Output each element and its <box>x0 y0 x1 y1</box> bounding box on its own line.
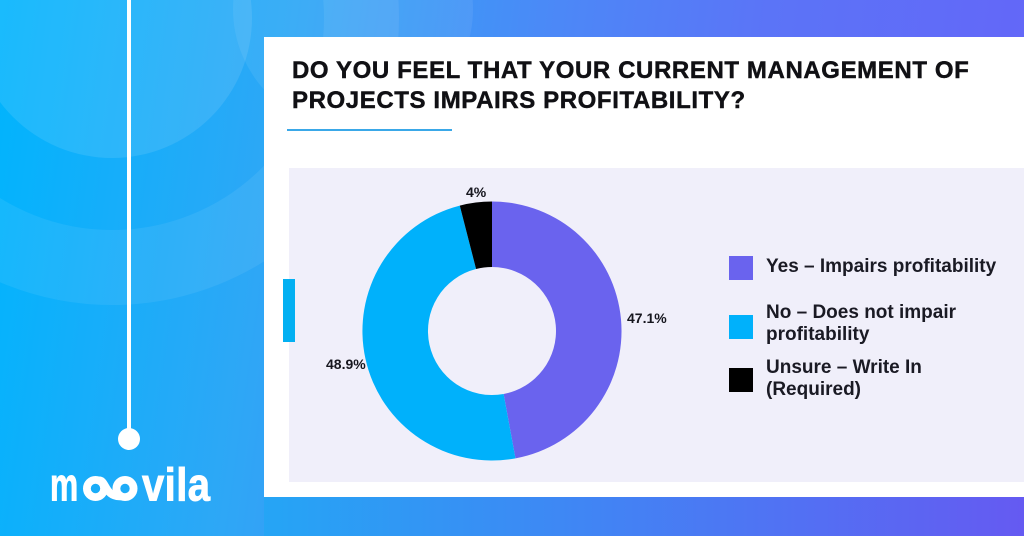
svg-text:m: m <box>50 460 78 511</box>
svg-text:vila: vila <box>142 460 211 511</box>
